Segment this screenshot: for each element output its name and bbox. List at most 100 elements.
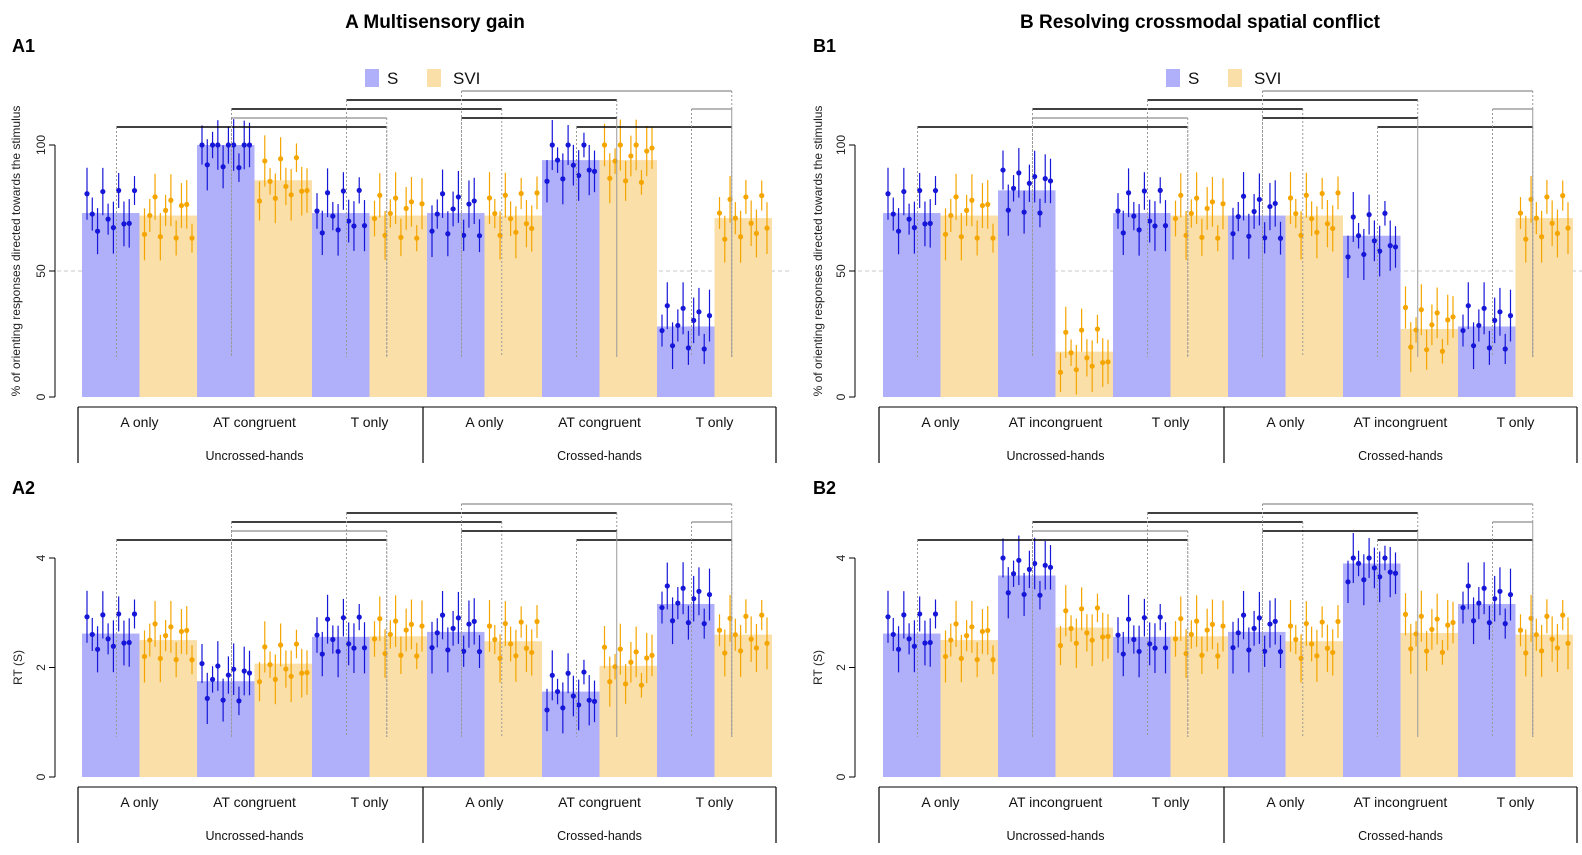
bar-svi bbox=[714, 634, 772, 777]
data-point bbox=[304, 187, 310, 194]
legend-swatch-svi bbox=[427, 69, 441, 87]
data-point bbox=[1434, 616, 1440, 622]
data-point bbox=[1199, 234, 1205, 240]
data-point bbox=[105, 216, 111, 222]
data-point bbox=[1251, 625, 1257, 631]
data-point bbox=[1256, 196, 1262, 203]
data-point bbox=[1042, 176, 1048, 182]
data-point bbox=[486, 195, 493, 201]
data-point bbox=[1382, 555, 1388, 561]
legend-label-svi: SVI bbox=[1254, 69, 1281, 88]
data-point bbox=[675, 322, 681, 329]
data-point bbox=[1539, 648, 1545, 654]
data-point bbox=[178, 202, 185, 209]
data-point bbox=[1335, 190, 1341, 196]
data-point bbox=[1408, 646, 1414, 652]
data-point bbox=[1057, 369, 1064, 375]
data-point bbox=[1272, 618, 1278, 624]
data-point bbox=[434, 211, 440, 217]
data-point bbox=[419, 201, 425, 207]
data-point bbox=[1063, 329, 1069, 335]
data-point bbox=[732, 632, 738, 638]
bar-s bbox=[657, 603, 715, 777]
bar-svi bbox=[599, 160, 657, 397]
data-point bbox=[1481, 585, 1487, 591]
data-point bbox=[911, 643, 917, 649]
data-point bbox=[544, 707, 550, 713]
data-point bbox=[1429, 626, 1435, 632]
data-point bbox=[1125, 616, 1132, 622]
data-point bbox=[121, 640, 127, 646]
data-point bbox=[1476, 600, 1482, 606]
data-point bbox=[1084, 355, 1090, 361]
bar-svi bbox=[139, 215, 197, 397]
data-point bbox=[283, 666, 289, 672]
data-point bbox=[753, 645, 760, 651]
data-point bbox=[644, 655, 650, 661]
data-point bbox=[922, 640, 928, 646]
data-point bbox=[591, 168, 598, 174]
bar-svi bbox=[1400, 328, 1458, 397]
category-label: A only bbox=[120, 414, 158, 430]
data-point bbox=[1502, 620, 1508, 627]
data-point bbox=[100, 188, 106, 195]
data-point bbox=[1073, 640, 1079, 646]
data-point bbox=[429, 228, 435, 234]
data-point bbox=[377, 192, 383, 198]
bar-svi bbox=[1515, 218, 1573, 397]
category-label: AT incongruent bbox=[1354, 414, 1448, 430]
data-point bbox=[1392, 244, 1399, 250]
data-point bbox=[586, 697, 592, 703]
data-point bbox=[1162, 223, 1169, 229]
data-point bbox=[748, 636, 754, 642]
data-point bbox=[1220, 623, 1226, 629]
bar-s bbox=[427, 631, 485, 777]
group-label: Uncrossed-hands bbox=[1007, 829, 1105, 843]
data-point bbox=[990, 657, 996, 663]
data-point bbox=[1523, 236, 1529, 242]
data-point bbox=[1246, 647, 1252, 653]
data-point bbox=[1434, 310, 1440, 316]
data-point bbox=[948, 637, 954, 643]
data-point bbox=[1507, 313, 1514, 319]
data-point bbox=[1204, 627, 1210, 633]
data-point bbox=[518, 619, 524, 625]
data-point bbox=[1042, 562, 1048, 568]
data-point bbox=[895, 646, 902, 652]
data-point bbox=[990, 235, 996, 241]
bar-svi bbox=[1285, 641, 1343, 777]
y-tick-label: 100 bbox=[34, 135, 48, 155]
data-point bbox=[1021, 591, 1027, 598]
data-point bbox=[293, 641, 300, 647]
data-point bbox=[554, 688, 561, 695]
data-point bbox=[696, 309, 702, 315]
panel-label: A2 bbox=[12, 478, 35, 498]
data-point bbox=[283, 183, 289, 190]
data-point bbox=[184, 201, 190, 208]
bar-s bbox=[542, 160, 600, 397]
data-point bbox=[1465, 583, 1471, 589]
y-tick-label: 4 bbox=[834, 554, 848, 561]
data-point bbox=[633, 142, 639, 148]
data-point bbox=[1262, 648, 1268, 654]
data-point bbox=[1120, 651, 1126, 657]
chart-panel-b2: B2 0 2 4 RT (S) A only AT incongruent T only A o… bbox=[811, 478, 1578, 843]
data-point bbox=[288, 192, 294, 198]
data-point bbox=[184, 627, 190, 634]
data-point bbox=[927, 639, 933, 646]
group-label: Uncrossed-hands bbox=[1007, 449, 1105, 463]
data-point bbox=[1277, 235, 1284, 241]
data-point bbox=[764, 225, 770, 231]
bar-s bbox=[883, 213, 941, 397]
data-point bbox=[633, 649, 639, 655]
data-point bbox=[1371, 565, 1377, 571]
data-point bbox=[1147, 641, 1153, 647]
bar-s bbox=[427, 213, 485, 397]
data-point bbox=[1147, 218, 1153, 224]
data-point bbox=[204, 695, 210, 702]
data-point bbox=[1172, 215, 1179, 222]
data-point bbox=[278, 642, 284, 648]
data-point bbox=[335, 227, 341, 233]
data-point bbox=[215, 663, 221, 669]
